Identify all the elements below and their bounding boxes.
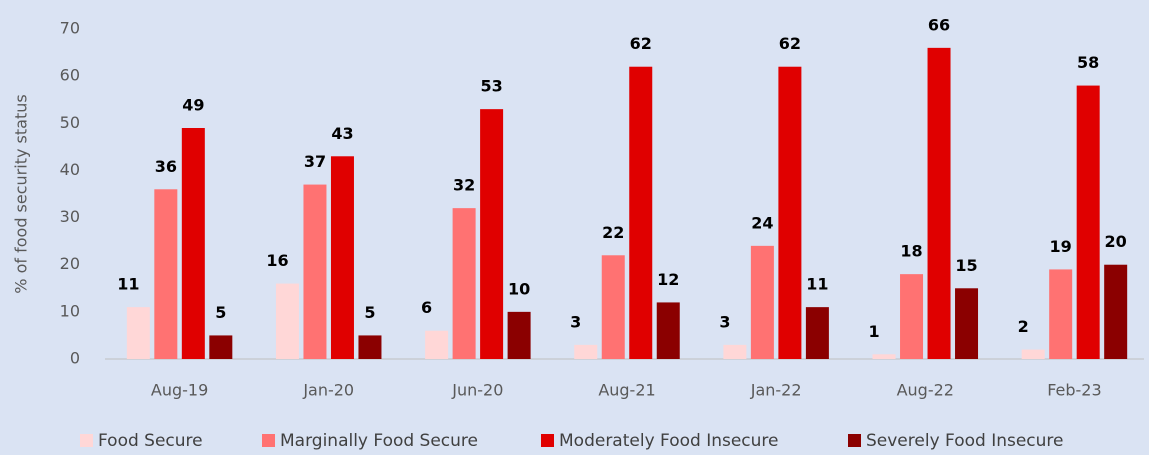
- bar: [154, 189, 178, 359]
- data-label: 62: [630, 34, 652, 53]
- y-tick-label: 20: [60, 254, 80, 273]
- data-label: 2: [1018, 317, 1029, 336]
- y-tick-label: 60: [60, 66, 80, 85]
- legend-label: Severely Food Insecure: [866, 431, 1064, 451]
- data-label: 10: [508, 279, 530, 298]
- data-label: 5: [215, 303, 226, 322]
- data-label: 24: [751, 213, 773, 232]
- bar: [900, 274, 924, 359]
- data-label: 43: [331, 124, 353, 143]
- data-label: 16: [266, 251, 288, 270]
- data-label: 53: [480, 77, 502, 96]
- data-label: 3: [570, 312, 581, 331]
- data-label: 20: [1105, 232, 1127, 251]
- data-label: 15: [955, 256, 977, 275]
- x-tick-label: Jun-20: [451, 381, 503, 400]
- bar: [656, 302, 680, 359]
- y-tick-label: 70: [60, 19, 80, 38]
- data-label: 11: [117, 275, 139, 294]
- x-tick-label: Jan-20: [302, 381, 354, 400]
- bar: [209, 335, 233, 359]
- bar: [330, 156, 354, 359]
- bar: [181, 128, 205, 359]
- data-label: 18: [900, 242, 922, 261]
- bar: [601, 255, 625, 359]
- data-label: 58: [1077, 53, 1099, 72]
- y-tick-label: 10: [60, 301, 80, 320]
- bar: [1049, 269, 1073, 359]
- legend-swatch: [262, 434, 275, 447]
- bar: [1104, 264, 1128, 359]
- y-tick-label: 0: [70, 349, 80, 368]
- y-tick-label: 40: [60, 160, 80, 179]
- legend-swatch: [80, 434, 93, 447]
- data-label: 19: [1050, 237, 1072, 256]
- bar: [750, 245, 774, 359]
- legend-label: Food Secure: [98, 431, 203, 451]
- data-label: 37: [304, 152, 326, 171]
- data-label: 66: [928, 15, 950, 34]
- bar: [1076, 85, 1100, 360]
- data-label: 6: [421, 298, 432, 317]
- bar: [805, 307, 829, 359]
- bar: [1021, 349, 1045, 359]
- data-label: 62: [779, 34, 801, 53]
- x-tick-label: Aug-22: [897, 381, 954, 400]
- bar: [955, 288, 979, 359]
- bar: [927, 47, 951, 359]
- legend-label: Moderately Food Insecure: [559, 431, 779, 451]
- x-tick-label: Aug-19: [151, 381, 208, 400]
- bar: [126, 307, 150, 359]
- x-tick-label: Jan-22: [750, 381, 802, 400]
- data-label: 22: [602, 223, 624, 242]
- bar: [303, 184, 327, 359]
- bar: [452, 208, 476, 359]
- data-label: 32: [453, 176, 475, 195]
- x-tick-label: Feb-23: [1047, 381, 1101, 400]
- bar: [574, 344, 598, 359]
- data-label: 12: [657, 270, 679, 289]
- bar: [629, 66, 653, 359]
- y-tick-label: 30: [60, 207, 80, 226]
- data-label: 3: [719, 312, 730, 331]
- legend-swatch: [541, 434, 554, 447]
- bar: [425, 330, 449, 359]
- bar: [480, 109, 504, 360]
- legend-label: Marginally Food Secure: [280, 431, 478, 451]
- y-axis-label: % of food security status: [12, 94, 31, 293]
- bar: [507, 311, 531, 359]
- y-tick-label: 50: [60, 113, 80, 132]
- bar: [778, 66, 802, 359]
- bar: [872, 354, 896, 359]
- data-label: 5: [364, 303, 375, 322]
- data-label: 49: [182, 96, 204, 115]
- bar: [358, 335, 382, 359]
- legend-swatch: [848, 434, 861, 447]
- data-label: 1: [868, 322, 879, 341]
- data-label: 36: [155, 157, 177, 176]
- data-label: 11: [806, 275, 828, 294]
- bar: [275, 283, 299, 359]
- x-tick-label: Aug-21: [598, 381, 655, 400]
- bar: [723, 344, 747, 359]
